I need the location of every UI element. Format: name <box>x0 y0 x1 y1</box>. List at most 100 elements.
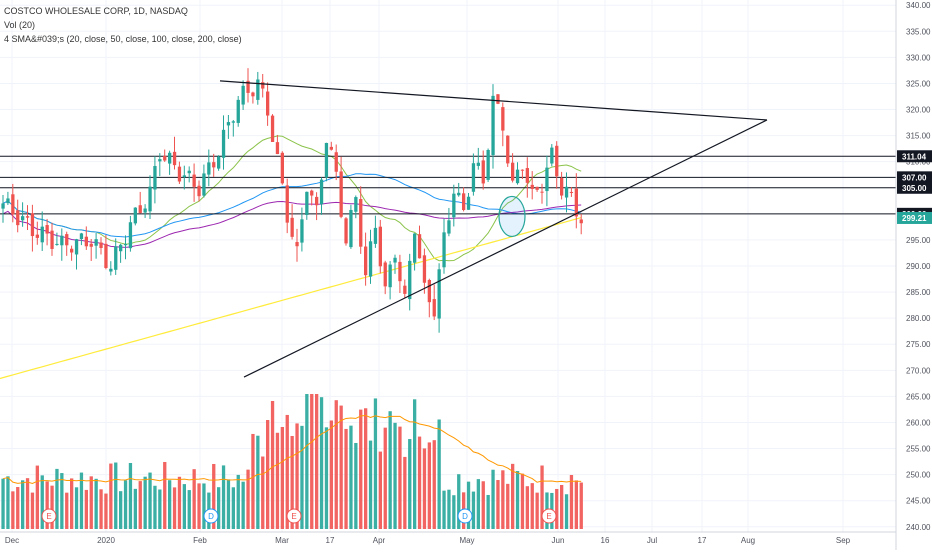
candle-body <box>569 191 574 193</box>
volume-bar <box>79 472 84 529</box>
volume-bar <box>104 493 108 529</box>
volume-bar <box>452 495 456 529</box>
candle-body <box>574 188 578 217</box>
volume-bar <box>50 485 54 529</box>
volume-bar <box>368 440 373 529</box>
time-tick-label: Aug <box>741 536 755 545</box>
volume-bar <box>476 479 480 529</box>
volume-bar <box>393 422 397 529</box>
volume-bar <box>305 394 309 529</box>
event-marker <box>286 508 302 524</box>
candle-body <box>364 246 368 276</box>
candle-body <box>84 236 88 247</box>
event-marker <box>41 508 57 524</box>
candle-body <box>70 248 74 253</box>
volume-bar <box>192 469 196 529</box>
candle-body <box>1 203 5 209</box>
candle-body <box>16 210 20 226</box>
volume-bar <box>373 398 378 529</box>
candle-body <box>300 219 304 243</box>
volume-bar <box>25 478 30 529</box>
volume-bar <box>275 432 280 529</box>
candle-body <box>285 185 289 223</box>
volume-bar <box>290 435 294 529</box>
price-label: 305.00 <box>902 184 927 193</box>
price-tick-label: 245.00 <box>906 497 931 506</box>
candle-body <box>74 239 79 255</box>
candle-body <box>413 233 417 263</box>
candle-body <box>94 239 98 246</box>
time-tick-label: 17 <box>698 536 707 545</box>
volume-bar <box>471 491 476 529</box>
volume-bar <box>359 409 363 529</box>
candle-body <box>457 192 461 196</box>
volume-bar <box>35 465 39 529</box>
volume-bar <box>246 469 250 529</box>
price-label: 307.00 <box>902 173 927 182</box>
volume-bar <box>506 483 510 529</box>
volume-bar <box>530 483 534 529</box>
candle-body <box>221 129 226 158</box>
volume-bar <box>109 463 113 529</box>
volume-bar <box>555 488 559 529</box>
candle-body <box>270 115 275 142</box>
volume-bar <box>168 480 172 529</box>
candle-body <box>202 173 206 196</box>
volume-bar <box>143 476 147 529</box>
volume-bar <box>60 473 64 529</box>
volume-bar <box>251 433 255 529</box>
candle-body <box>89 243 93 247</box>
candle-body <box>447 220 451 234</box>
candle-body <box>422 255 427 283</box>
candle-body <box>40 226 44 243</box>
candle-body <box>466 196 471 210</box>
candle-body <box>226 122 231 126</box>
time-tick-label: May <box>459 536 474 545</box>
event-marker-label: E <box>291 512 296 521</box>
volume-bar <box>148 472 152 529</box>
candle-body <box>388 264 392 288</box>
price-tick-label: 240.00 <box>906 523 931 532</box>
price-tick-label: 270.00 <box>906 366 931 375</box>
candle-body <box>398 261 402 282</box>
event-marker-label: E <box>546 512 551 521</box>
volume-bar <box>413 399 417 529</box>
candle-body <box>403 285 407 294</box>
candle-body <box>540 191 544 193</box>
candle-body <box>65 234 69 246</box>
candle-body <box>427 279 431 303</box>
volume-bar <box>300 425 304 529</box>
volume-bar <box>70 478 74 529</box>
volume-bar <box>1 478 5 529</box>
price-tick-label: 320.00 <box>906 106 931 115</box>
volume-bar <box>315 394 319 529</box>
upper-trendline <box>219 80 768 121</box>
volume-bar <box>21 480 25 529</box>
candle-body <box>236 99 240 123</box>
volume-bar <box>457 474 461 529</box>
candles <box>1 68 583 333</box>
volume-bar <box>16 487 20 529</box>
price-tick-label: 340.00 <box>906 1 931 10</box>
candle-body <box>50 230 54 249</box>
volume-bar <box>256 435 260 529</box>
time-tick-label: Jul <box>647 536 657 545</box>
volume-ma <box>2 414 582 485</box>
volume-bars <box>1 394 583 529</box>
sma-50-line <box>2 173 582 238</box>
legend-volume: Vol (20) <box>4 20 36 30</box>
volume-bar <box>212 463 216 529</box>
volume-bar <box>45 481 49 529</box>
volume-bar <box>163 461 167 529</box>
volume-bar <box>354 442 358 529</box>
volume-bar <box>511 463 515 529</box>
volume-bar <box>422 448 427 529</box>
volume-bar <box>564 494 569 529</box>
volume-bar <box>241 481 245 529</box>
candle-body <box>128 222 133 249</box>
volume-bar <box>11 491 15 529</box>
candle-body <box>442 232 446 268</box>
